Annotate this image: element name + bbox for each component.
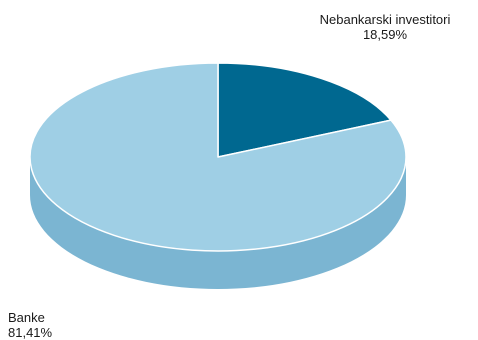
slice-value-banke: 81,41%	[8, 325, 53, 340]
pie-slice-1	[29, 62, 407, 252]
slice-label-banke: Banke 81,41%	[8, 310, 68, 340]
pie-sides	[30, 157, 406, 289]
pie-slices	[29, 62, 407, 252]
slice-name-nebankarski: Nebankarski investitori	[319, 12, 451, 27]
slice-label-nebankarski: Nebankarski investitori 18,59%	[300, 12, 470, 42]
pie-side-1-0	[30, 157, 406, 289]
pie-slice-0	[217, 62, 392, 158]
slice-value-nebankarski: 18,59%	[362, 27, 408, 42]
slice-name-banke: Banke	[8, 310, 45, 325]
